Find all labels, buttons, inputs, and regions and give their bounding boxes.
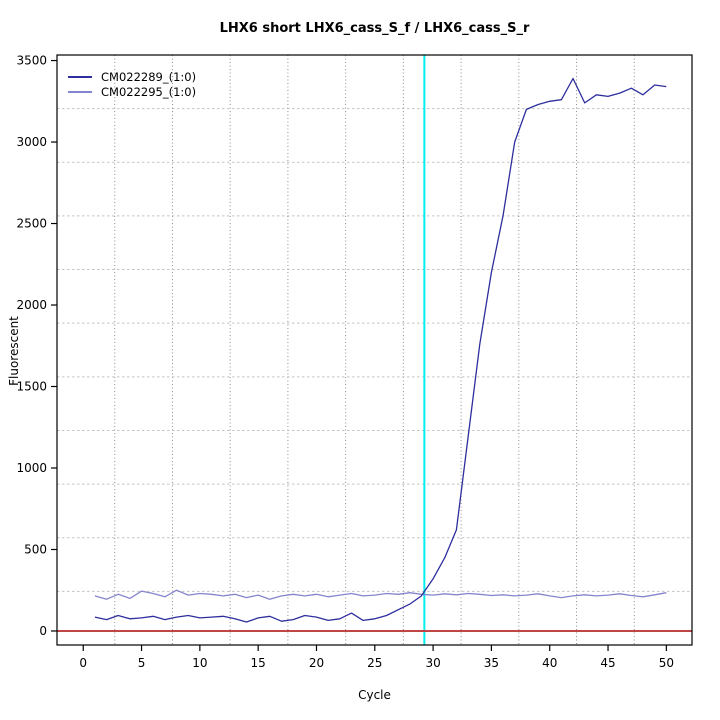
y-tick-label: 1000 — [16, 461, 47, 475]
y-tick-label: 2000 — [16, 298, 47, 312]
x-tick-label: 0 — [79, 656, 87, 670]
series-line-swatch — [68, 75, 92, 78]
x-tick-label: 45 — [600, 656, 615, 670]
x-axis-title: Cycle — [358, 688, 391, 702]
y-tick-label: 1500 — [16, 380, 47, 394]
y-axis-title: Fluorescent — [7, 316, 21, 386]
x-tick-label: 35 — [484, 656, 499, 670]
legend: CM022289_(1:0) CM022295_(1:0) — [68, 69, 196, 99]
x-tick-label: 50 — [659, 656, 674, 670]
y-tick-label: 0 — [39, 624, 47, 638]
y-tick-label: 500 — [24, 542, 47, 556]
legend-item: CM022289_(1:0) — [68, 69, 196, 84]
x-tick-label: 40 — [542, 656, 557, 670]
legend-item: CM022295_(1:0) — [68, 84, 196, 99]
x-tick-label: 5 — [138, 656, 146, 670]
chart-title: LHX6 short LHX6_cass_S_f / LHX6_cass_S_r — [219, 21, 530, 36]
x-tick-label: 15 — [251, 656, 266, 670]
y-tick-label: 3000 — [16, 135, 47, 149]
x-tick-label: 10 — [192, 656, 207, 670]
legend-label: CM022289_(1:0) — [101, 69, 197, 84]
legend-label: CM022295_(1:0) — [101, 84, 197, 99]
x-tick-label: 30 — [425, 656, 440, 670]
y-tick-label: 3500 — [16, 54, 47, 68]
y-tick-label: 2500 — [16, 217, 47, 231]
plot-border — [56, 54, 693, 646]
series-line-swatch — [68, 90, 92, 93]
x-tick-label: 20 — [309, 656, 324, 670]
series-line-CM022295_(1:0) — [94, 589, 667, 600]
x-tick-label: 25 — [367, 656, 382, 670]
series-line-CM022289_(1:0) — [94, 77, 667, 623]
